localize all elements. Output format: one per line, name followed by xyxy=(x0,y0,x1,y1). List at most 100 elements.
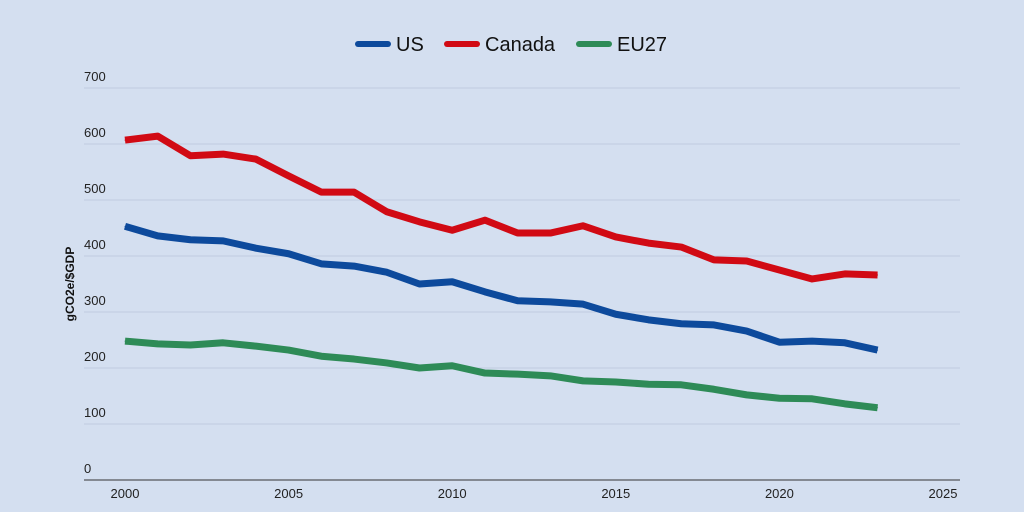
y-axis-label: gCO2e/$GDP xyxy=(63,247,77,322)
data-point-eu27 xyxy=(746,394,748,396)
data-point-canada xyxy=(288,175,290,177)
data-point-canada xyxy=(484,219,486,221)
data-point-us xyxy=(713,324,715,326)
data-point-eu27 xyxy=(124,340,126,342)
data-point-eu27 xyxy=(582,380,584,382)
data-point-canada xyxy=(549,232,551,234)
data-point-us xyxy=(582,303,584,305)
data-point-canada xyxy=(353,191,355,193)
data-point-us xyxy=(648,319,650,321)
legend-label: EU27 xyxy=(617,34,667,56)
data-point-us xyxy=(844,342,846,344)
y-tick-label: 100 xyxy=(84,405,106,420)
data-point-eu27 xyxy=(549,375,551,377)
data-point-us xyxy=(157,235,159,237)
data-point-us xyxy=(615,313,617,315)
data-point-canada xyxy=(517,232,519,234)
data-point-canada xyxy=(680,246,682,248)
data-point-canada xyxy=(320,191,322,193)
legend-item-eu27: EU27 xyxy=(576,34,667,56)
data-point-us xyxy=(746,330,748,332)
data-point-us xyxy=(222,240,224,242)
data-point-canada xyxy=(157,135,159,137)
data-point-canada xyxy=(124,139,126,141)
data-point-us xyxy=(549,301,551,303)
data-point-us xyxy=(418,283,420,285)
y-tick-label: 200 xyxy=(84,349,106,364)
data-point-canada xyxy=(615,236,617,238)
data-point-eu27 xyxy=(517,373,519,375)
x-tick-label: 2010 xyxy=(438,486,467,501)
data-point-eu27 xyxy=(648,383,650,385)
data-point-canada xyxy=(222,153,224,155)
series-lines xyxy=(124,132,879,412)
y-tick-label: 500 xyxy=(84,181,106,196)
x-tick-label: 2000 xyxy=(111,486,140,501)
data-point-canada xyxy=(844,273,846,275)
data-point-eu27 xyxy=(713,388,715,390)
y-tick-label: 600 xyxy=(84,125,106,140)
data-point-eu27 xyxy=(353,358,355,360)
data-point-us xyxy=(386,271,388,273)
data-point-canada xyxy=(648,242,650,244)
data-point-us xyxy=(320,263,322,265)
data-point-eu27 xyxy=(484,372,486,374)
legend-label: US xyxy=(396,34,424,56)
data-point-canada xyxy=(811,278,813,280)
data-point-eu27 xyxy=(288,349,290,351)
data-point-us xyxy=(451,281,453,283)
data-point-canada xyxy=(713,259,715,261)
data-point-eu27 xyxy=(320,355,322,357)
data-point-canada xyxy=(451,229,453,231)
legend-item-us: US xyxy=(355,34,424,56)
data-point-eu27 xyxy=(778,397,780,399)
data-point-eu27 xyxy=(255,345,257,347)
legend: US Canada EU27 xyxy=(355,34,667,56)
series-line-us xyxy=(124,222,879,354)
data-point-eu27 xyxy=(157,343,159,345)
data-point-eu27 xyxy=(615,381,617,383)
data-point-eu27 xyxy=(418,367,420,369)
x-tick-label: 2020 xyxy=(765,486,794,501)
data-point-eu27 xyxy=(222,342,224,344)
data-point-eu27 xyxy=(451,365,453,367)
y-tick-label: 700 xyxy=(84,69,106,84)
data-point-canada xyxy=(386,211,388,213)
data-point-us xyxy=(288,253,290,255)
data-point-canada xyxy=(189,155,191,157)
x-tick-label: 2005 xyxy=(274,486,303,501)
series-line-eu27 xyxy=(124,337,878,412)
data-point-us xyxy=(189,239,191,241)
legend-item-canada: Canada xyxy=(444,34,556,56)
data-point-eu27 xyxy=(844,403,846,405)
data-point-eu27 xyxy=(680,384,682,386)
y-tick-label: 300 xyxy=(84,293,106,308)
data-point-us xyxy=(877,349,879,351)
data-point-eu27 xyxy=(811,398,813,400)
x-tick-label: 2025 xyxy=(929,486,958,501)
data-point-us xyxy=(778,341,780,343)
data-point-canada xyxy=(418,221,420,223)
series-line-canada xyxy=(124,132,878,283)
data-point-eu27 xyxy=(877,407,879,409)
data-point-canada xyxy=(877,274,879,276)
data-point-canada xyxy=(582,225,584,227)
data-point-us xyxy=(517,300,519,302)
data-point-us xyxy=(353,265,355,267)
x-axis-ticks: 2000 2005 2010 2015 2020 2025 xyxy=(111,486,958,501)
data-point-eu27 xyxy=(189,344,191,346)
data-point-us xyxy=(124,225,126,227)
data-point-us xyxy=(680,323,682,325)
y-axis-ticks: 0 100 200 300 400 500 600 700 xyxy=(84,69,106,476)
data-point-canada xyxy=(778,269,780,271)
data-point-canada xyxy=(746,260,748,262)
data-point-eu27 xyxy=(386,362,388,364)
y-tick-label: 0 xyxy=(84,461,91,476)
data-point-us xyxy=(484,291,486,293)
legend-label: Canada xyxy=(485,34,556,56)
x-tick-label: 2015 xyxy=(601,486,630,501)
gridlines xyxy=(84,87,960,481)
data-point-canada xyxy=(255,158,257,160)
data-point-us xyxy=(811,340,813,342)
